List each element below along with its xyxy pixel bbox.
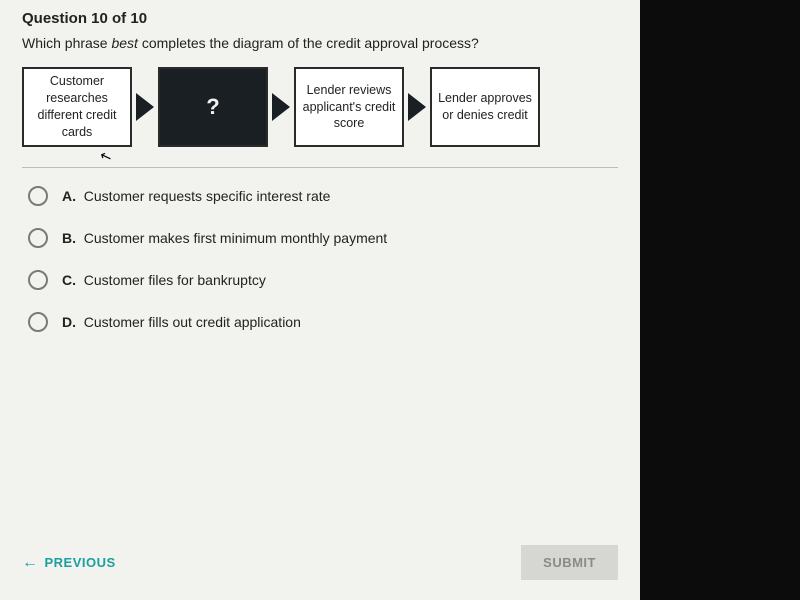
question-emphasis: best [111, 35, 137, 51]
submit-button[interactable]: SUBMIT [521, 545, 618, 580]
option-c[interactable]: C. Customer files for bankruptcy [28, 270, 618, 290]
option-text: A. Customer requests specific interest r… [62, 188, 330, 204]
option-letter: A. [62, 188, 76, 204]
arrow-icon [136, 93, 154, 121]
arrow-left-icon: ← [22, 554, 39, 572]
arrow-icon [272, 93, 290, 121]
question-number: Question 10 of 10 [22, 10, 618, 27]
option-text: B. Customer makes first minimum monthly … [62, 230, 387, 246]
option-label: Customer files for bankruptcy [84, 272, 266, 288]
options-list: A. Customer requests specific interest r… [22, 186, 618, 332]
question-text: Which phrase best completes the diagram … [22, 35, 618, 51]
flow-box-mystery: ? [158, 67, 268, 147]
radio-icon[interactable] [28, 228, 48, 248]
question-suffix: completes the diagram of the credit appr… [138, 35, 479, 51]
option-label: Customer fills out credit application [84, 314, 301, 330]
option-letter: B. [62, 230, 76, 246]
option-text: C. Customer files for bankruptcy [62, 272, 266, 288]
option-label: Customer makes first minimum monthly pay… [84, 230, 387, 246]
radio-icon[interactable] [28, 270, 48, 290]
option-d[interactable]: D. Customer fills out credit application [28, 312, 618, 332]
previous-button[interactable]: ← PREVIOUS [22, 554, 116, 572]
flow-box-4: Lender approves or denies credit [430, 67, 540, 147]
arrow-icon [408, 93, 426, 121]
cursor-icon: ↖ [97, 147, 114, 167]
option-a[interactable]: A. Customer requests specific interest r… [28, 186, 618, 206]
flow-box-3: Lender reviews applicant's credit score [294, 67, 404, 147]
divider [22, 167, 618, 168]
footer-bar: ← PREVIOUS SUBMIT [22, 535, 618, 600]
option-letter: C. [62, 272, 76, 288]
flow-box-1: Customer researches different credit car… [22, 67, 132, 147]
option-letter: D. [62, 314, 76, 330]
radio-icon[interactable] [28, 186, 48, 206]
question-prefix: Which phrase [22, 35, 111, 51]
previous-label: PREVIOUS [45, 555, 116, 570]
option-b[interactable]: B. Customer makes first minimum monthly … [28, 228, 618, 248]
quiz-panel: Question 10 of 10 Which phrase best comp… [0, 0, 640, 600]
device-bezel [640, 0, 800, 600]
option-label: Customer requests specific interest rate [84, 188, 331, 204]
flow-diagram: Customer researches different credit car… [22, 67, 618, 147]
radio-icon[interactable] [28, 312, 48, 332]
option-text: D. Customer fills out credit application [62, 314, 301, 330]
